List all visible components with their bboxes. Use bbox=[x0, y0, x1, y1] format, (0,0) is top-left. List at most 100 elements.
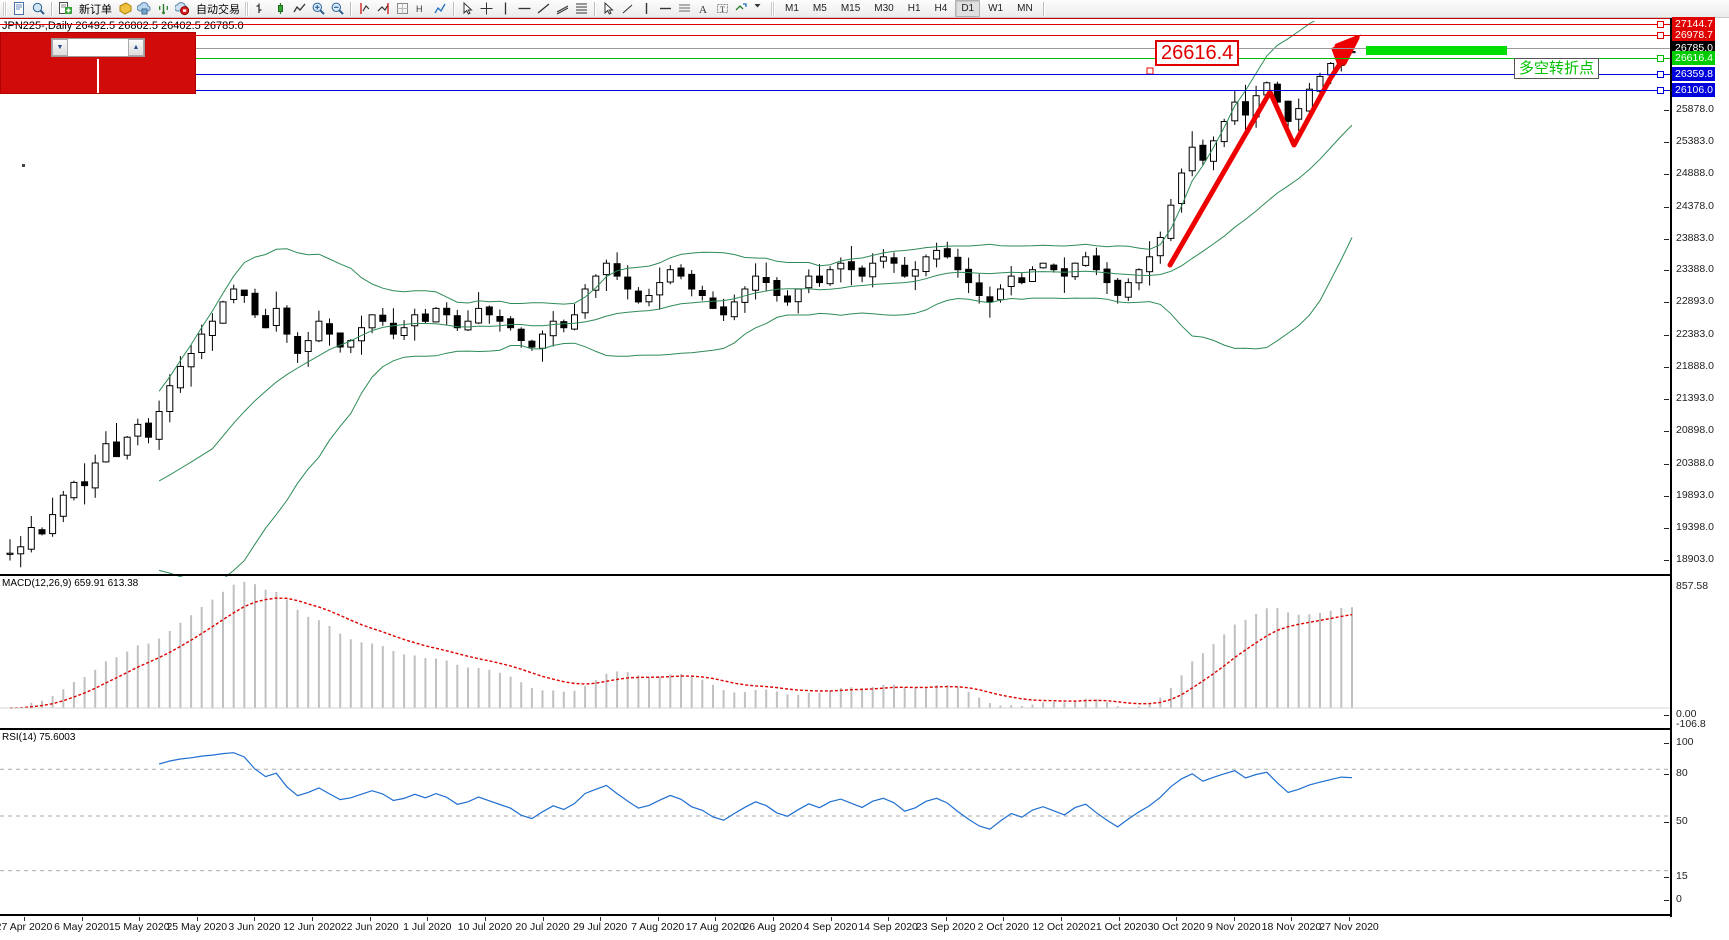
timeframe-mn[interactable]: MN bbox=[1017, 3, 1033, 14]
price-level-line bbox=[0, 58, 1670, 59]
turning-point-annotation[interactable]: 多空转折点 bbox=[1514, 58, 1600, 79]
volume-increase-button[interactable]: ▲ bbox=[128, 39, 144, 56]
hline-tool-icon[interactable] bbox=[657, 1, 674, 17]
new-order-label[interactable]: 新订单 bbox=[79, 3, 112, 16]
price-tag-26978.7[interactable]: 26978.7 bbox=[1672, 28, 1715, 42]
price-tag-27144.7[interactable]: 27144.7 bbox=[1672, 17, 1715, 31]
draw-objects-icon[interactable] bbox=[733, 1, 750, 17]
candlestick-chart-icon[interactable] bbox=[272, 1, 289, 17]
date-tick-label: 9 Nov 2020 bbox=[1206, 921, 1261, 933]
text-icon[interactable]: A bbox=[695, 1, 712, 17]
fib-retracement-icon[interactable] bbox=[676, 1, 693, 17]
price-level-handle[interactable] bbox=[1657, 71, 1664, 78]
price-tick bbox=[1664, 335, 1669, 336]
volume-stepper[interactable]: ▼ ▲ bbox=[51, 38, 145, 57]
autotrading-icon[interactable] bbox=[174, 1, 191, 17]
price-tick-label: 24378.0 bbox=[1676, 200, 1714, 212]
price-tag-26106.0[interactable]: 26106.0 bbox=[1672, 83, 1715, 97]
price-tick bbox=[1664, 174, 1669, 175]
price-tick bbox=[1664, 142, 1669, 143]
equidistant-channel-icon[interactable] bbox=[619, 1, 636, 17]
expert-advisor-icon[interactable] bbox=[117, 1, 134, 17]
crosshair-icon[interactable] bbox=[478, 1, 495, 17]
price-tag-26359.8[interactable]: 26359.8 bbox=[1672, 67, 1715, 81]
arrow-cursor-icon[interactable] bbox=[600, 1, 617, 17]
label-icon[interactable]: T bbox=[714, 1, 731, 17]
line-chart-icon[interactable] bbox=[291, 1, 308, 17]
rsi-tick bbox=[1664, 774, 1669, 775]
date-tick-label: 2 Oct 2020 bbox=[977, 921, 1029, 933]
rsi-chart-canvas[interactable] bbox=[0, 732, 1670, 917]
toolbar-grip-3[interactable] bbox=[771, 1, 775, 16]
auto-trading-label[interactable]: 自动交易 bbox=[196, 3, 240, 16]
price-tick-label: 22893.0 bbox=[1676, 295, 1714, 307]
date-tick bbox=[657, 917, 659, 921]
zoom-search-icon[interactable] bbox=[30, 1, 47, 17]
price-tick bbox=[1664, 239, 1669, 240]
pane-separator-2 bbox=[0, 728, 1670, 730]
channel-icon[interactable] bbox=[554, 1, 571, 17]
buy-price[interactable] bbox=[99, 59, 195, 93]
indicators-icon[interactable] bbox=[432, 1, 449, 17]
date-tick-label: 21 Oct 2020 bbox=[1089, 921, 1148, 933]
date-tick bbox=[484, 917, 486, 921]
macd-chart-canvas[interactable] bbox=[0, 578, 1670, 726]
timeframe-m30[interactable]: M30 bbox=[874, 3, 894, 14]
draw-objects-dropdown-icon[interactable] bbox=[752, 1, 769, 17]
volume-decrease-button[interactable]: ▼ bbox=[52, 39, 68, 56]
fibonacci-icon[interactable] bbox=[573, 1, 590, 17]
grid-icon[interactable] bbox=[394, 1, 411, 17]
price-callout-annotation[interactable]: 26616.4 bbox=[1155, 40, 1240, 66]
new-chart-icon[interactable] bbox=[11, 1, 28, 17]
price-level-handle[interactable] bbox=[1657, 21, 1664, 28]
timeframe-h4[interactable]: H4 bbox=[934, 3, 948, 14]
zoom-in-icon[interactable] bbox=[310, 1, 327, 17]
date-tick-label: 25 May 2020 bbox=[166, 921, 228, 933]
timeframe-w1[interactable]: W1 bbox=[988, 3, 1004, 14]
date-tick bbox=[1118, 917, 1120, 921]
price-level-handle[interactable] bbox=[1657, 55, 1664, 62]
date-tick-label: 22 Jun 2020 bbox=[340, 921, 399, 933]
trendline-icon[interactable] bbox=[535, 1, 552, 17]
timeframe-h1[interactable]: H1 bbox=[907, 3, 921, 14]
new-order-icon[interactable] bbox=[57, 1, 74, 17]
navigator-icon[interactable] bbox=[155, 1, 172, 17]
price-level-line bbox=[0, 24, 1670, 25]
cursor-icon[interactable] bbox=[459, 1, 476, 17]
price-level-handle[interactable] bbox=[1657, 32, 1664, 39]
timeframe-m1[interactable]: M1 bbox=[785, 3, 799, 14]
toolbar-separator-3 bbox=[453, 1, 455, 16]
price-tick bbox=[1664, 431, 1669, 432]
green-highlight-bar[interactable] bbox=[1366, 46, 1507, 55]
price-level-line bbox=[0, 35, 1670, 36]
chart-shift-icon[interactable] bbox=[356, 1, 373, 17]
terminal-icon[interactable] bbox=[136, 1, 153, 17]
timeframe-m15[interactable]: M15 bbox=[840, 3, 861, 14]
auto-scroll-icon[interactable] bbox=[375, 1, 392, 17]
price-chart-canvas[interactable] bbox=[0, 21, 1670, 577]
toolbar-separator-2 bbox=[350, 1, 352, 16]
timeframe-m5[interactable]: M5 bbox=[812, 3, 827, 14]
price-tag-26616.4[interactable]: 26616.4 bbox=[1672, 51, 1715, 65]
date-tick bbox=[1291, 917, 1293, 921]
date-tick bbox=[772, 917, 774, 921]
date-tick bbox=[1176, 917, 1178, 921]
horizontal-line-icon[interactable] bbox=[516, 1, 533, 17]
ohlc-icon[interactable]: H bbox=[413, 1, 430, 17]
vline-tool-icon[interactable] bbox=[638, 1, 655, 17]
zoom-out-icon[interactable] bbox=[329, 1, 346, 17]
macd-tick-label: 857.58 bbox=[1676, 580, 1709, 592]
sell-price[interactable] bbox=[1, 59, 99, 93]
date-tick bbox=[196, 917, 198, 921]
vertical-line-icon[interactable] bbox=[497, 1, 514, 17]
price-tick bbox=[1664, 270, 1669, 271]
timeframe-d1[interactable]: D1 bbox=[955, 0, 981, 17]
bar-chart-icon[interactable] bbox=[253, 1, 270, 17]
price-level-handle[interactable] bbox=[1657, 87, 1664, 94]
price-tick bbox=[1664, 207, 1669, 208]
price-tick-label: 22383.0 bbox=[1676, 328, 1714, 340]
toolbar-grip-2[interactable] bbox=[245, 1, 249, 16]
one-click-trading-panel[interactable]: ▼ ▲ bbox=[0, 32, 196, 94]
price-tick-label: 19398.0 bbox=[1676, 521, 1714, 533]
toolbar-grip[interactable] bbox=[3, 1, 7, 16]
